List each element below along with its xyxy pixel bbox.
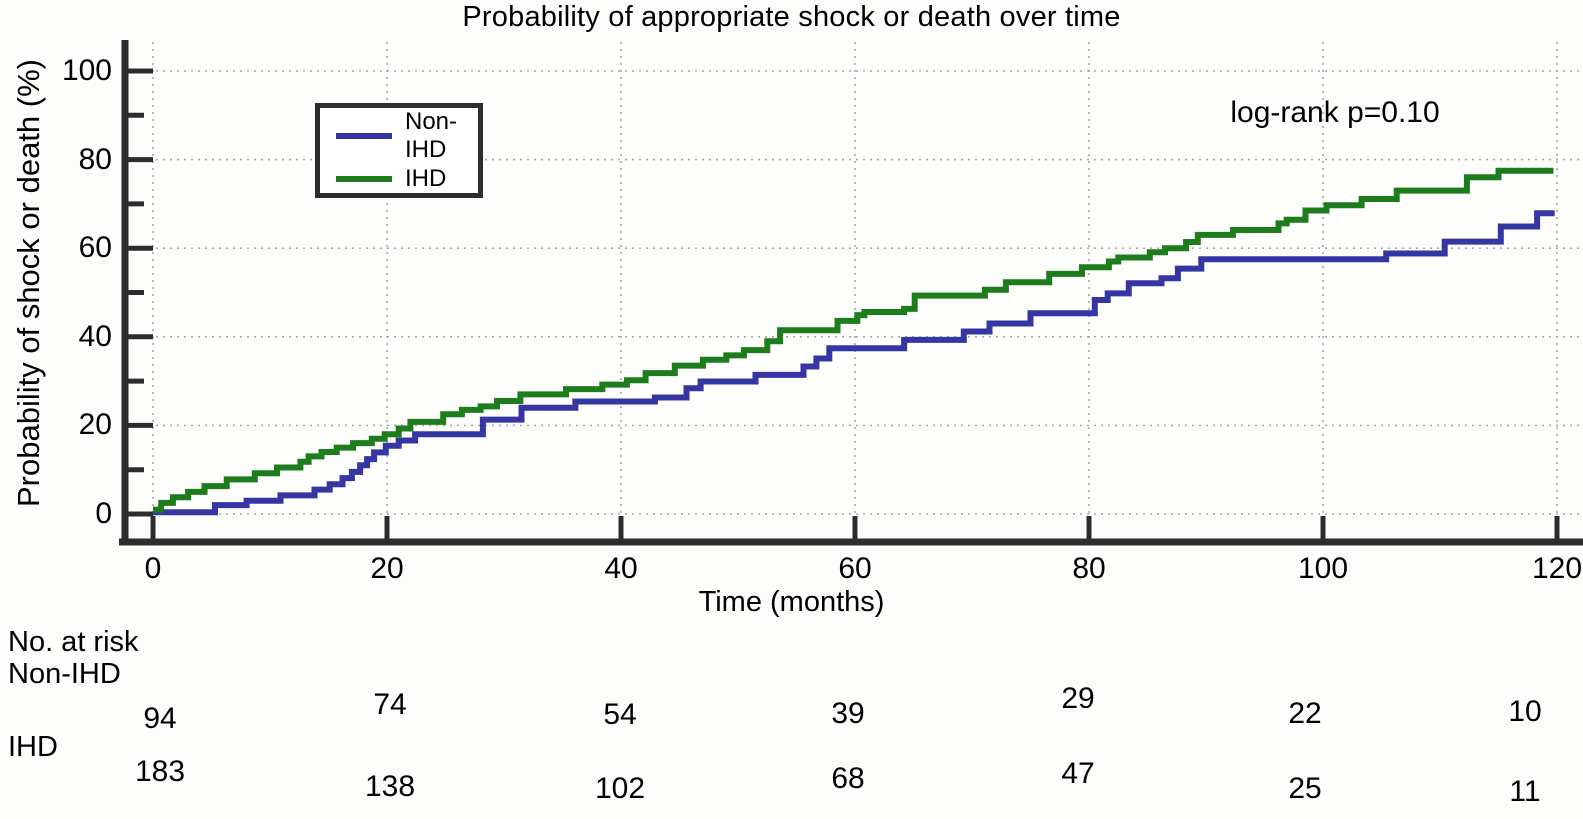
risk-value-non-ihd-m0: 94 <box>143 702 177 735</box>
x-tick-label-100: 100 <box>1297 552 1349 585</box>
x-tick-label-40: 40 <box>604 552 638 585</box>
x-tick-label-20: 20 <box>370 552 404 585</box>
risk-row-label-ihd: IHD <box>8 731 58 763</box>
risk-value-ihd-m100: 25 <box>1288 772 1322 805</box>
x-tick-label-80: 80 <box>1072 552 1106 585</box>
risk-value-ihd-m20: 138 <box>364 770 416 803</box>
legend-label-ihd: IHD <box>405 164 447 192</box>
risk-value-non-ihd-m80: 29 <box>1061 682 1095 715</box>
risk-value-non-ihd-m120: 10 <box>1508 695 1542 728</box>
x-tick-label-120: 120 <box>1531 552 1583 585</box>
y-tick-label-40: 40 <box>78 319 112 353</box>
non-ihd-line-swatch <box>336 133 392 140</box>
series-curve-ihd <box>153 167 1554 513</box>
legend-entry-ihd: IHD <box>336 165 478 193</box>
x-tick-label-0: 0 <box>144 552 162 585</box>
risk-value-ihd-m0: 183 <box>134 755 186 788</box>
y-tick-label-100: 100 <box>61 54 112 87</box>
risk-value-non-ihd-m40: 54 <box>603 698 637 731</box>
legend-box: Non-IHD IHD <box>315 103 483 198</box>
x-axis-label: Time (months) <box>698 586 885 618</box>
ihd-line-swatch <box>336 175 392 182</box>
y-tick-label-60: 60 <box>78 231 112 265</box>
risk-value-ihd-m40: 102 <box>594 772 646 805</box>
risk-value-non-ihd-m100: 22 <box>1288 697 1322 730</box>
series-curve-non-ihd <box>153 210 1555 516</box>
legend-entry-non-ihd: Non-IHD <box>336 108 478 164</box>
risk-value-ihd-m60: 68 <box>831 762 865 795</box>
legend-label-non-ihd: Non-IHD <box>405 108 458 164</box>
y-axis-label: Probability of shock or death (%) <box>11 59 46 507</box>
y-tick-label-80: 80 <box>78 142 112 176</box>
y-tick-label-20: 20 <box>78 408 112 442</box>
risk-table-header: No. at risk <box>8 626 139 658</box>
risk-value-ihd-m80: 47 <box>1061 757 1095 790</box>
risk-value-non-ihd-m20: 74 <box>373 688 407 721</box>
log-rank-annotation: log-rank p=0.10 <box>1230 96 1440 129</box>
y-tick-label-0: 0 <box>95 497 112 530</box>
risk-value-non-ihd-m60: 39 <box>831 697 865 730</box>
x-tick-label-60: 60 <box>838 552 872 585</box>
risk-row-label-non-ihd: Non-IHD <box>8 658 121 690</box>
chart-title: Probability of appropriate shock or deat… <box>462 1 1121 33</box>
risk-value-ihd-m120: 11 <box>1509 775 1541 808</box>
